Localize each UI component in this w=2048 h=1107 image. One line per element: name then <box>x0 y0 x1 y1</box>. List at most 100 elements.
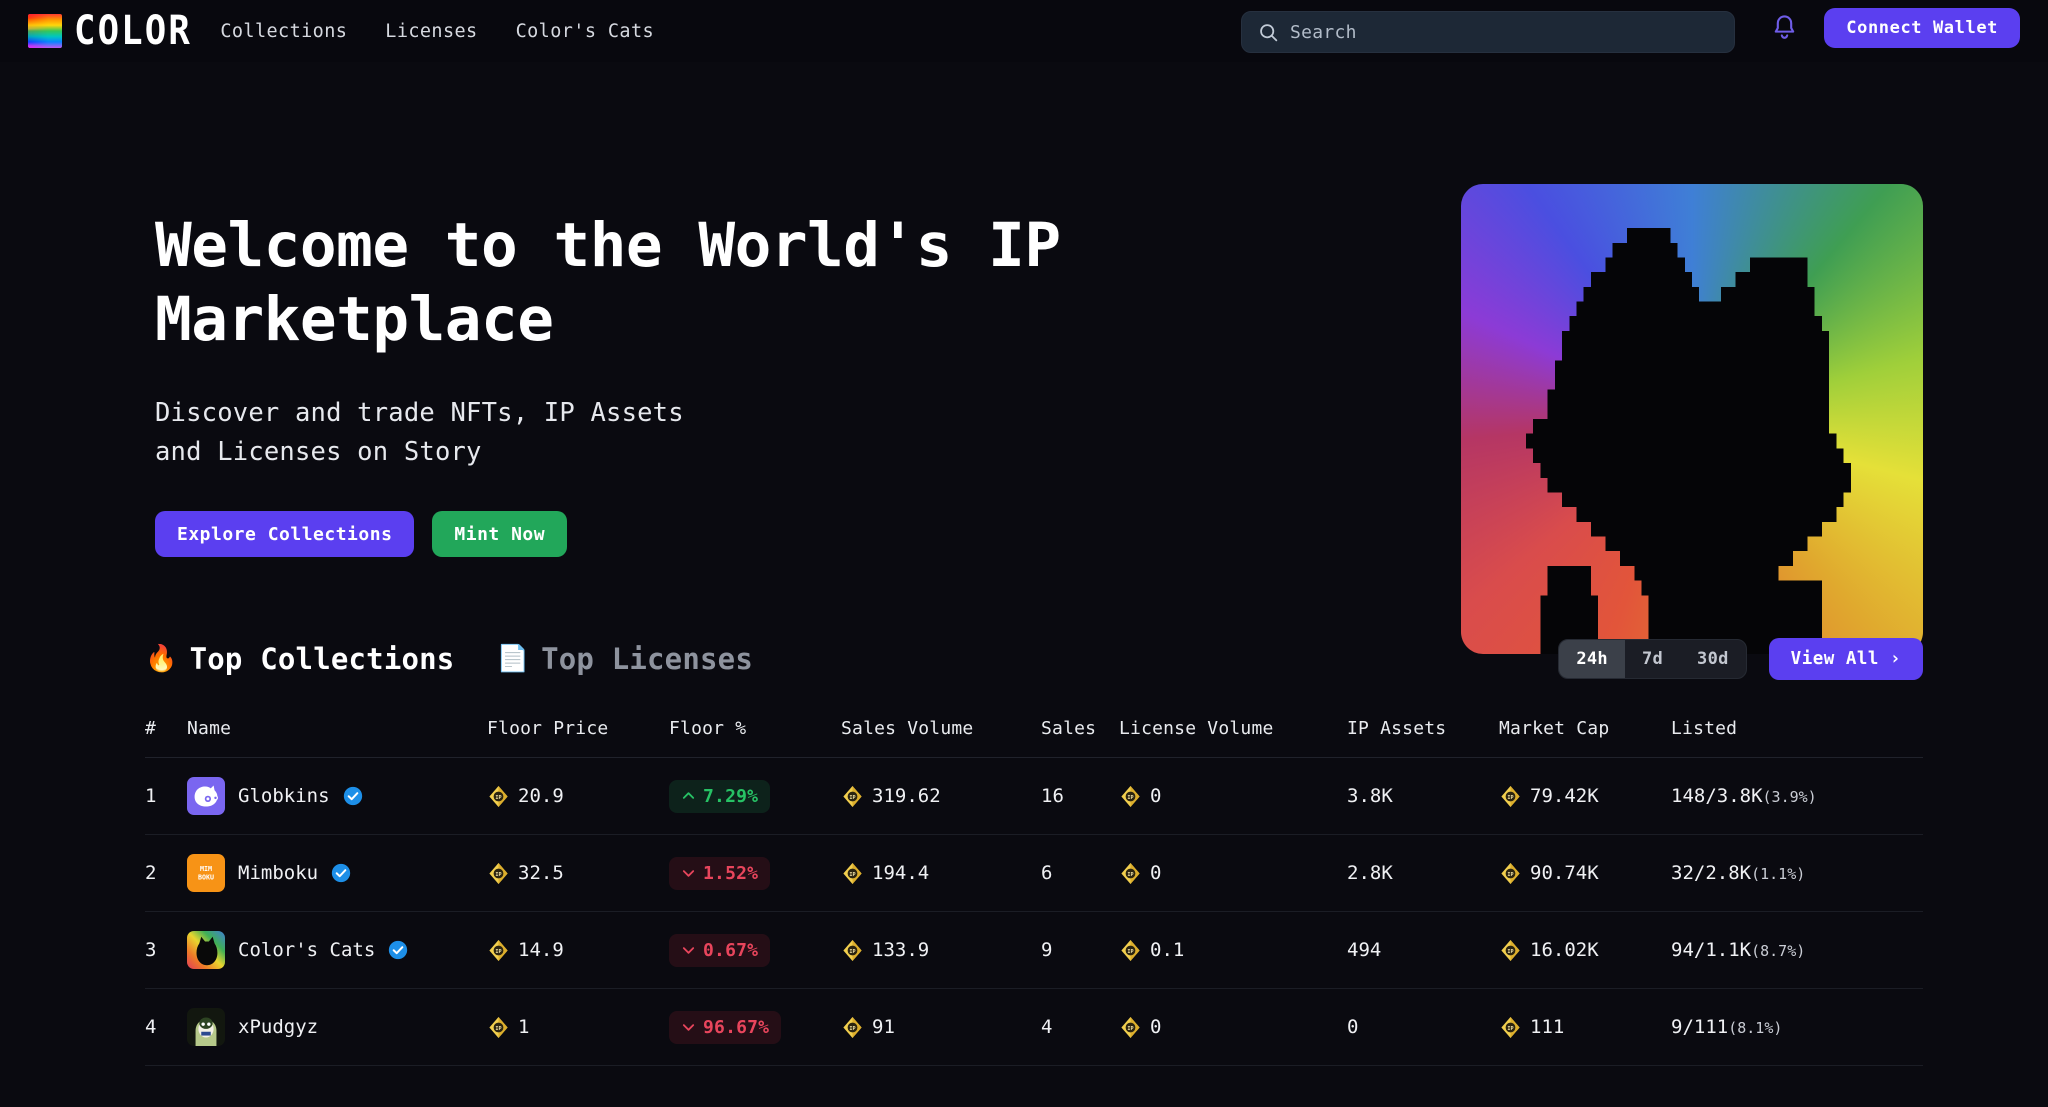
ip-token-icon: IP <box>1121 939 1140 961</box>
table-body: 1 Globkins IP 20.9 7.29% IP 319.62 16 IP 0 3.8K IP 7… <box>145 757 1923 1066</box>
hero-subtitle: Discover and trade NFTs, IP Assets and L… <box>155 394 2048 472</box>
cell-name[interactable]: xPudgyz <box>187 988 487 1066</box>
cell-name[interactable]: MIM BOKU Mimboku <box>187 834 487 912</box>
col-rank[interactable]: # <box>145 718 157 739</box>
verified-check-icon <box>389 940 408 960</box>
listed-percent: (8.7%) <box>1751 942 1806 960</box>
connect-wallet-button[interactable]: Connect Wallet <box>1824 8 2020 48</box>
cell-sales: 4 <box>1041 988 1119 1066</box>
cell-sales-volume: IP 319.62 <box>841 757 1041 835</box>
cell-ip-assets: 494 <box>1347 911 1499 989</box>
cell-sales-volume: IP 91 <box>841 988 1041 1066</box>
svg-text:MIM: MIM <box>200 865 212 873</box>
hero-title: Welcome to the World's IP Marketplace <box>155 210 1061 356</box>
col-listed[interactable]: Listed <box>1671 718 1738 739</box>
logo-text: COLOR <box>74 7 192 55</box>
cell-sales: 9 <box>1041 911 1119 989</box>
search-input[interactable]: Search <box>1241 11 1735 53</box>
globkins-avatar <box>187 777 225 815</box>
svg-text:IP: IP <box>1507 794 1513 800</box>
section-header: 🔥 Top Collections 📄 Top Licenses 24h 7d … <box>145 622 1923 696</box>
table-row[interactable]: 2 MIM BOKU Mimboku IP 32.5 1.52% IP 194.4 6 IP 0 2.8… <box>145 834 1923 912</box>
col-name[interactable]: Name <box>187 718 232 739</box>
pixel-cat-silhouette-icon <box>1525 228 1851 654</box>
mimboku-avatar: MIM BOKU <box>187 854 225 892</box>
svg-text:BOKU: BOKU <box>198 874 214 882</box>
mint-now-button[interactable]: Mint Now <box>432 511 568 558</box>
col-floor-pct[interactable]: Floor % <box>669 718 747 739</box>
col-sales[interactable]: Sales <box>1041 718 1097 739</box>
ip-token-icon: IP <box>843 862 862 884</box>
cell-name[interactable]: Color's Cats <box>187 911 487 989</box>
timerange-24h[interactable]: 24h <box>1559 640 1625 678</box>
col-sales-volume[interactable]: Sales Volume <box>841 718 974 739</box>
ip-token-icon: IP <box>1501 862 1520 884</box>
xpudgyz-avatar <box>187 1008 225 1046</box>
document-icon: 📄 <box>496 644 530 674</box>
colors-cats-avatar <box>187 931 225 969</box>
cell-sales-volume: IP 194.4 <box>841 834 1041 912</box>
top-header: COLOR Collections Licenses Color's Cats … <box>0 0 2048 62</box>
cell-ip-assets: 0 <box>1347 988 1499 1066</box>
search-icon <box>1260 23 1278 41</box>
cell-license-volume: IP 0 <box>1119 834 1347 912</box>
ip-token-icon: IP <box>1501 939 1520 961</box>
listed-percent: (3.9%) <box>1762 788 1817 806</box>
cell-floor-price: IP 32.5 <box>487 834 669 912</box>
table-row[interactable]: 3 Color's Cats IP 14.9 0.67% IP 133.9 9 IP 0.1 494… <box>145 911 1923 989</box>
collection-name: Globkins <box>238 785 330 807</box>
cell-listed: 148/3.8K(3.9%) <box>1671 757 1923 835</box>
nav-item-collections[interactable]: Collections <box>220 20 348 42</box>
table-row[interactable]: 1 Globkins IP 20.9 7.29% IP 319.62 16 IP 0 3.8K IP 7… <box>145 757 1923 835</box>
cell-name[interactable]: Globkins <box>187 757 487 835</box>
cell-floor-pct: 7.29% <box>669 757 841 835</box>
cell-floor-price: IP 1 <box>487 988 669 1066</box>
cell-floor-pct: 96.67% <box>669 988 841 1066</box>
col-ip-assets[interactable]: IP Assets <box>1347 718 1447 739</box>
table-row[interactable]: 4 xPudgyz IP 1 96.67% IP 91 4 IP 0 0 IP 111 9/111(8.1… <box>145 988 1923 1066</box>
nav-item-colors-cats[interactable]: Color's Cats <box>515 20 655 42</box>
view-all-label: View All <box>1790 649 1879 669</box>
hero-subtitle-line1: Discover and trade NFTs, IP Assets <box>155 397 684 428</box>
cell-floor-pct: 0.67% <box>669 911 841 989</box>
arrow-down-icon <box>682 1024 695 1031</box>
arrow-down-icon <box>682 947 695 954</box>
ip-token-icon: IP <box>1501 785 1520 807</box>
cell-listed: 9/111(8.1%) <box>1671 988 1923 1066</box>
rainbow-square-icon <box>28 14 62 48</box>
notification-bell-icon[interactable] <box>1771 14 1798 43</box>
svg-text:IP: IP <box>1127 871 1133 877</box>
timerange-toggle: 24h 7d 30d <box>1558 639 1747 679</box>
cell-floor-price: IP 20.9 <box>487 757 669 835</box>
svg-text:IP: IP <box>849 871 855 877</box>
timerange-7d[interactable]: 7d <box>1641 649 1664 669</box>
cell-listed: 32/2.8K(1.1%) <box>1671 834 1923 912</box>
cell-sales: 6 <box>1041 834 1119 912</box>
cell-market-cap: IP 111 <box>1499 988 1671 1066</box>
svg-text:IP: IP <box>1507 1025 1513 1031</box>
logo[interactable]: COLOR <box>28 11 190 51</box>
ip-token-icon: IP <box>489 862 508 884</box>
ip-token-icon: IP <box>1121 785 1140 807</box>
col-floor-price[interactable]: Floor Price <box>487 718 609 739</box>
collection-name: xPudgyz <box>238 1016 319 1038</box>
explore-collections-button[interactable]: Explore Collections <box>155 511 415 558</box>
fire-icon: 🔥 <box>145 644 178 674</box>
tab-top-licenses[interactable]: 📄 Top Licenses <box>496 642 753 676</box>
timerange-30d[interactable]: 30d <box>1697 649 1729 669</box>
col-license-volume[interactable]: License Volume <box>1119 718 1274 739</box>
cell-rank: 4 <box>145 988 187 1066</box>
table-header: # Name Floor Price Floor % Sales Volume … <box>145 708 1923 758</box>
svg-text:IP: IP <box>1127 948 1133 954</box>
cell-license-volume: IP 0 <box>1119 988 1347 1066</box>
hero-actions: Explore Collections Mint Now <box>155 511 2048 558</box>
view-all-button[interactable]: View All › <box>1768 638 1923 680</box>
col-market-cap[interactable]: Market Cap <box>1499 718 1610 739</box>
hero-subtitle-line2: and Licenses on Story <box>155 436 482 467</box>
cell-ip-assets: 2.8K <box>1347 834 1499 912</box>
tab-top-collections[interactable]: 🔥 Top Collections <box>145 642 454 676</box>
hero-section: Welcome to the World's IP Marketplace Di… <box>0 62 2048 654</box>
ip-token-icon: IP <box>1501 1016 1520 1038</box>
cell-market-cap: IP 16.02K <box>1499 911 1671 989</box>
nav-item-licenses[interactable]: Licenses <box>385 20 478 42</box>
